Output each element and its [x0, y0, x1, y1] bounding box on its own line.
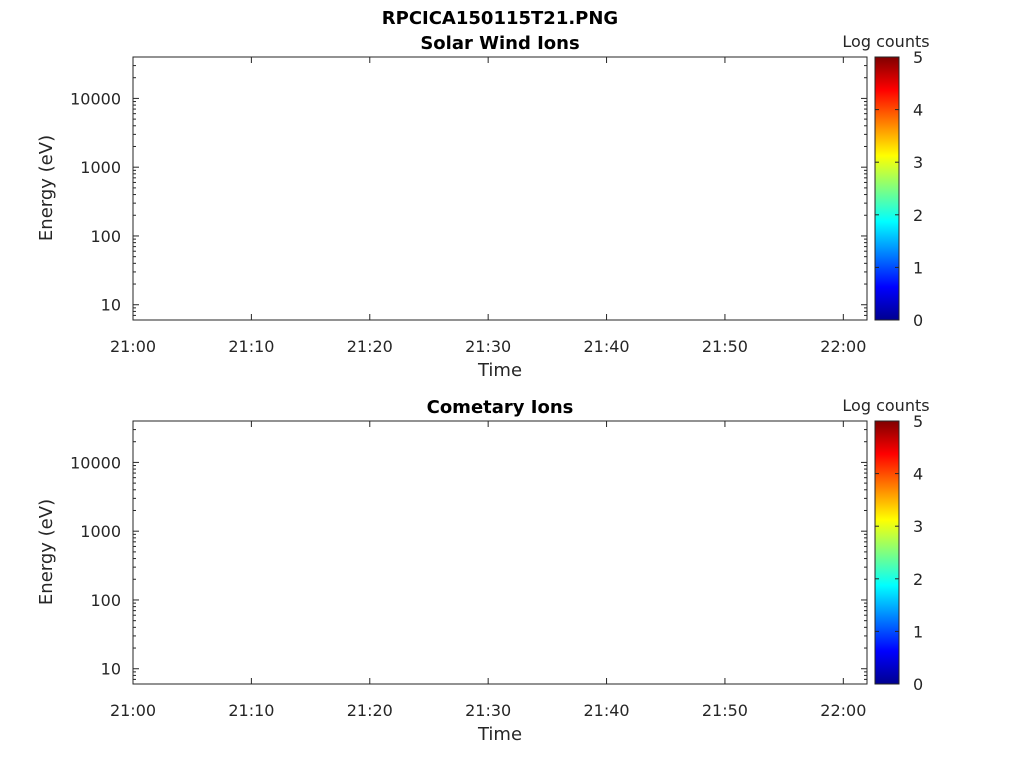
y-tick-label: 10000: [70, 89, 121, 108]
y-axis-label: Energy (eV): [36, 135, 57, 241]
x-tick-label: 21:30: [465, 701, 511, 720]
colorbar: [874, 56, 900, 321]
x-tick-label: 21:40: [583, 337, 629, 356]
x-axis-ticks: 21:00 21:10 21:20 21:30 21:40 21:50 22:00: [110, 57, 866, 356]
x-tick-label: 21:30: [465, 337, 511, 356]
x-tick-label: 22:00: [820, 701, 866, 720]
colorbar-tick-label: 0: [913, 311, 923, 330]
panel-title: Solar Wind Ions: [420, 33, 579, 54]
x-tick-label: 21:50: [702, 701, 748, 720]
panel-title: Cometary Ions: [427, 397, 574, 418]
y-tick-label: 10: [101, 296, 121, 315]
x-tick-label: 21:10: [228, 701, 274, 720]
colorbar-tick-label: 5: [913, 48, 923, 67]
solar-wind-ions-panel: Solar Wind Ions 21:00 21:10 21:20 21:30 21:4…: [36, 32, 930, 381]
plot-frame: [132, 56, 868, 321]
y-axis-ticks: 10 100 1000 10000: [70, 56, 867, 321]
y-tick-label: 100: [90, 227, 121, 246]
cometary-ions-panel: Cometary Ions 21:00 21:10 21:20 21:30 21:40 2…: [36, 396, 930, 745]
colorbar-ticks: 0 1 2 3 4 5: [875, 48, 923, 330]
x-tick-label: 21:10: [228, 337, 274, 356]
x-tick-label: 21:40: [583, 701, 629, 720]
colorbar-tick-label: 2: [913, 206, 923, 225]
colorbar-tick-label: 3: [913, 153, 923, 172]
x-tick-label: 22:00: [820, 337, 866, 356]
colorbar-tick-label: 1: [913, 258, 923, 277]
x-axis-ticks: 21:00 21:10 21:20 21:30 21:40 21:50 22:00: [110, 421, 866, 720]
x-tick-label: 21:20: [347, 337, 393, 356]
x-tick-label: 21:00: [110, 701, 156, 720]
x-axis-label: Time: [477, 360, 522, 381]
x-tick-label: 21:50: [702, 337, 748, 356]
x-tick-label: 21:20: [347, 701, 393, 720]
plot-frame: [132, 420, 868, 685]
colorbar-label: Log counts: [842, 32, 929, 51]
x-tick-label: 21:00: [110, 337, 156, 356]
y-tick-label: 1000: [80, 158, 121, 177]
colorbar-tick-label: 4: [913, 101, 923, 120]
figure-title: RPCICA150115T21.PNG: [382, 8, 618, 29]
